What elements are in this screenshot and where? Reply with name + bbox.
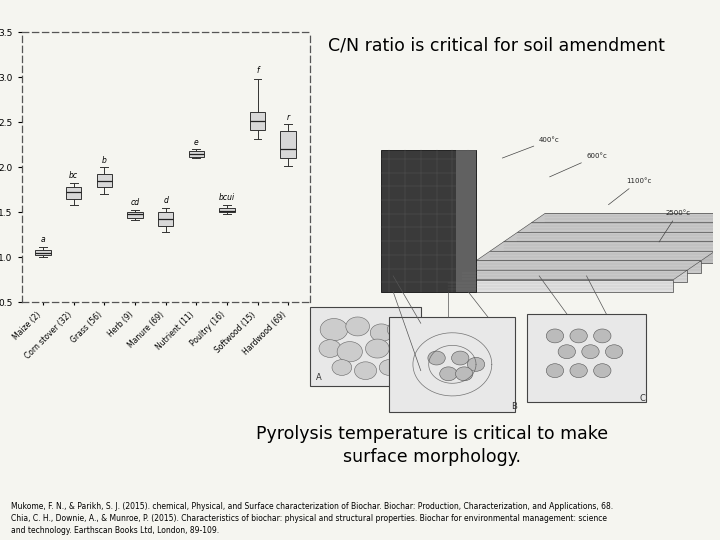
Text: A: A xyxy=(316,373,322,382)
Polygon shape xyxy=(490,242,720,251)
PathPatch shape xyxy=(35,250,50,255)
Text: a: a xyxy=(41,235,45,244)
Circle shape xyxy=(370,324,392,342)
Text: bc: bc xyxy=(69,171,78,180)
Text: 2500°c: 2500°c xyxy=(659,210,690,242)
Polygon shape xyxy=(504,242,720,254)
PathPatch shape xyxy=(189,151,204,157)
Circle shape xyxy=(467,357,485,372)
Polygon shape xyxy=(490,251,715,264)
Circle shape xyxy=(546,329,564,343)
Text: cd: cd xyxy=(130,198,140,207)
Text: 1100°c: 1100°c xyxy=(608,178,652,205)
Circle shape xyxy=(354,362,377,380)
Polygon shape xyxy=(531,213,720,223)
Circle shape xyxy=(582,345,599,359)
Text: b: b xyxy=(102,156,107,165)
Circle shape xyxy=(366,339,390,358)
Polygon shape xyxy=(518,223,720,232)
PathPatch shape xyxy=(96,174,112,187)
Polygon shape xyxy=(545,213,720,225)
PathPatch shape xyxy=(219,208,235,212)
Text: d: d xyxy=(163,196,168,205)
Circle shape xyxy=(332,360,352,375)
FancyBboxPatch shape xyxy=(382,150,476,292)
Circle shape xyxy=(320,319,348,341)
Text: 400°c: 400°c xyxy=(503,137,560,158)
Text: 600°c: 600°c xyxy=(549,153,608,177)
Circle shape xyxy=(570,364,588,377)
Circle shape xyxy=(451,351,469,365)
Circle shape xyxy=(546,364,564,377)
Circle shape xyxy=(558,345,575,359)
FancyBboxPatch shape xyxy=(310,307,420,387)
Polygon shape xyxy=(531,223,720,235)
Polygon shape xyxy=(504,232,720,242)
Circle shape xyxy=(390,343,412,360)
PathPatch shape xyxy=(281,131,296,158)
Text: e: e xyxy=(194,138,199,147)
Text: bcui: bcui xyxy=(219,193,235,202)
Text: Pyrolysis temperature is critical to make
surface morphology.: Pyrolysis temperature is critical to mak… xyxy=(256,426,608,465)
Circle shape xyxy=(319,340,341,357)
PathPatch shape xyxy=(127,212,143,218)
Text: f: f xyxy=(256,66,258,75)
PathPatch shape xyxy=(66,187,81,199)
Circle shape xyxy=(593,329,611,343)
FancyBboxPatch shape xyxy=(390,317,516,411)
Circle shape xyxy=(337,342,362,362)
Polygon shape xyxy=(476,251,715,261)
FancyBboxPatch shape xyxy=(527,314,646,402)
PathPatch shape xyxy=(250,112,265,130)
Circle shape xyxy=(428,351,445,365)
Circle shape xyxy=(387,322,407,338)
Circle shape xyxy=(379,360,399,375)
Circle shape xyxy=(456,367,473,381)
Polygon shape xyxy=(476,261,701,273)
Polygon shape xyxy=(449,270,687,280)
Polygon shape xyxy=(518,232,720,244)
Polygon shape xyxy=(462,261,701,270)
FancyBboxPatch shape xyxy=(456,150,476,292)
Text: r: r xyxy=(287,112,289,122)
Text: Mukome, F. N., & Parikh, S. J. (2015). chemical, Physical, and Surface character: Mukome, F. N., & Parikh, S. J. (2015). c… xyxy=(11,502,613,535)
Circle shape xyxy=(570,329,588,343)
Circle shape xyxy=(606,345,623,359)
Text: B: B xyxy=(511,402,518,410)
Text: C/N ratio is critical for soil amendment: C/N ratio is critical for soil amendment xyxy=(328,37,665,55)
Circle shape xyxy=(593,364,611,377)
Polygon shape xyxy=(462,270,687,282)
Text: C: C xyxy=(640,394,646,403)
Circle shape xyxy=(346,317,369,336)
PathPatch shape xyxy=(158,212,174,226)
Polygon shape xyxy=(449,280,673,292)
Circle shape xyxy=(440,367,457,381)
